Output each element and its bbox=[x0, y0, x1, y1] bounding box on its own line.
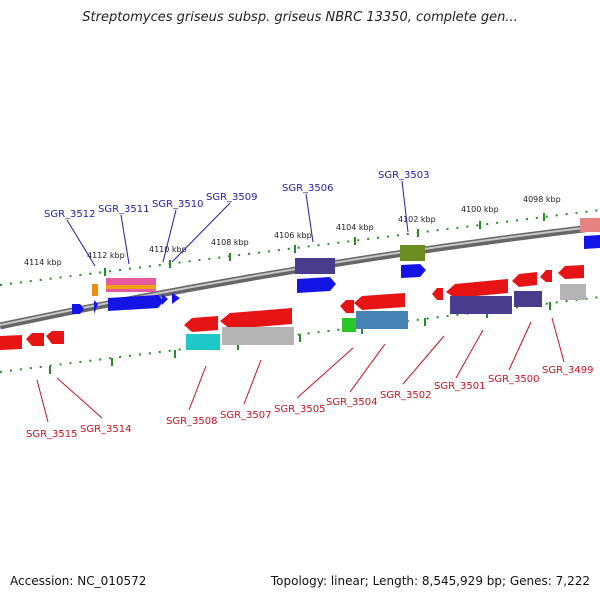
tick-label-4112: 4112 kbp bbox=[87, 251, 125, 260]
gene-label-sgr-3512[interactable]: SGR_3512 bbox=[44, 209, 96, 220]
tick-label-4104: 4104 kbp bbox=[336, 223, 374, 232]
lower-scale-track bbox=[0, 296, 600, 373]
genome-title: Streptomyces griseus subsp. griseus NBRC… bbox=[82, 10, 518, 25]
gene-arrow[interactable] bbox=[172, 293, 180, 304]
accession-text: Accession: NC_010572 bbox=[10, 574, 147, 588]
gene-arrow[interactable] bbox=[446, 279, 508, 298]
gene-arrow[interactable] bbox=[162, 294, 168, 305]
gene-label-sgr-3502[interactable]: SGR_3502 bbox=[380, 390, 432, 401]
topology-text: Topology: linear; Length: 8,545,929 bp; … bbox=[270, 574, 590, 588]
gene-label-sgr-3508[interactable]: SGR_3508 bbox=[166, 416, 218, 427]
gene-label-sgr-3500[interactable]: SGR_3500 bbox=[488, 374, 540, 385]
gene-box[interactable] bbox=[450, 296, 512, 314]
gene-arrow[interactable] bbox=[540, 270, 552, 282]
gene-box[interactable] bbox=[560, 284, 586, 300]
gene-arrow[interactable] bbox=[108, 295, 164, 311]
gene-box[interactable] bbox=[356, 311, 408, 329]
gene-box[interactable] bbox=[400, 245, 425, 261]
gene-arrow[interactable] bbox=[26, 333, 44, 346]
gene-arrow[interactable] bbox=[46, 331, 64, 344]
plus-label-connectors bbox=[66, 180, 409, 267]
gene-arrow[interactable] bbox=[354, 293, 405, 310]
minus-label-connectors bbox=[36, 317, 565, 423]
gene-arrow[interactable] bbox=[0, 335, 22, 350]
gene-label-sgr-3499[interactable]: SGR_3499 bbox=[542, 365, 594, 376]
gene-box[interactable] bbox=[106, 285, 156, 289]
gene-label-sgr-3510[interactable]: SGR_3510 bbox=[152, 199, 204, 210]
gene-box[interactable] bbox=[92, 284, 98, 296]
gene-label-sgr-3514[interactable]: SGR_3514 bbox=[80, 424, 132, 435]
plus-gene-labels: SGR_3512 SGR_3511 SGR_3510 SGR_3509 SGR_… bbox=[44, 170, 430, 220]
gene-box[interactable] bbox=[186, 334, 220, 350]
gene-arrow[interactable] bbox=[297, 277, 336, 293]
scale-labels: 4114 kbp 4112 kbp 4110 kbp 4108 kbp 4106… bbox=[24, 195, 561, 267]
gene-arrow[interactable] bbox=[432, 288, 443, 300]
gene-label-sgr-3501[interactable]: SGR_3501 bbox=[434, 381, 486, 392]
tick-label-4100: 4100 kbp bbox=[461, 205, 499, 214]
gene-arrow[interactable] bbox=[72, 304, 84, 314]
gene-arrow[interactable] bbox=[401, 264, 426, 278]
upper-major-ticks bbox=[104, 213, 545, 276]
tick-label-4108: 4108 kbp bbox=[211, 238, 249, 247]
gene-label-sgr-3511[interactable]: SGR_3511 bbox=[98, 204, 150, 215]
tick-label-4106: 4106 kbp bbox=[274, 231, 312, 240]
gene-box[interactable] bbox=[222, 327, 294, 345]
tick-label-4110: 4110 kbp bbox=[149, 245, 187, 254]
gene-label-sgr-3505[interactable]: SGR_3505 bbox=[274, 404, 326, 415]
gene-label-sgr-3504[interactable]: SGR_3504 bbox=[326, 397, 378, 408]
gene-arrow[interactable] bbox=[340, 300, 354, 313]
plus-strand-genes bbox=[72, 218, 600, 314]
upper-scale-track bbox=[0, 209, 600, 286]
tick-label-4114: 4114 kbp bbox=[24, 258, 62, 267]
gene-arrow[interactable] bbox=[512, 272, 537, 287]
gene-label-sgr-3515[interactable]: SGR_3515 bbox=[26, 429, 78, 440]
minus-strand-genes bbox=[0, 265, 586, 350]
gene-arrow[interactable] bbox=[584, 235, 600, 249]
gene-box[interactable] bbox=[342, 318, 356, 332]
gene-box[interactable] bbox=[295, 258, 335, 274]
gene-box[interactable] bbox=[514, 291, 542, 307]
gene-label-sgr-3507[interactable]: SGR_3507 bbox=[220, 410, 272, 421]
minus-gene-labels: SGR_3515 SGR_3514 SGR_3508 SGR_3507 SGR_… bbox=[26, 365, 594, 440]
gene-label-sgr-3509[interactable]: SGR_3509 bbox=[206, 192, 258, 203]
gene-arrow[interactable] bbox=[220, 308, 292, 329]
tick-label-4102: 4102 kbp bbox=[398, 215, 436, 224]
gene-label-sgr-3506[interactable]: SGR_3506 bbox=[282, 183, 334, 194]
tick-label-4098: 4098 kbp bbox=[523, 195, 561, 204]
gene-arrow[interactable] bbox=[184, 316, 218, 332]
gene-box[interactable] bbox=[580, 218, 600, 232]
gene-arrow[interactable] bbox=[94, 300, 98, 314]
gene-label-sgr-3503[interactable]: SGR_3503 bbox=[378, 170, 430, 181]
gene-arrow[interactable] bbox=[558, 265, 584, 279]
